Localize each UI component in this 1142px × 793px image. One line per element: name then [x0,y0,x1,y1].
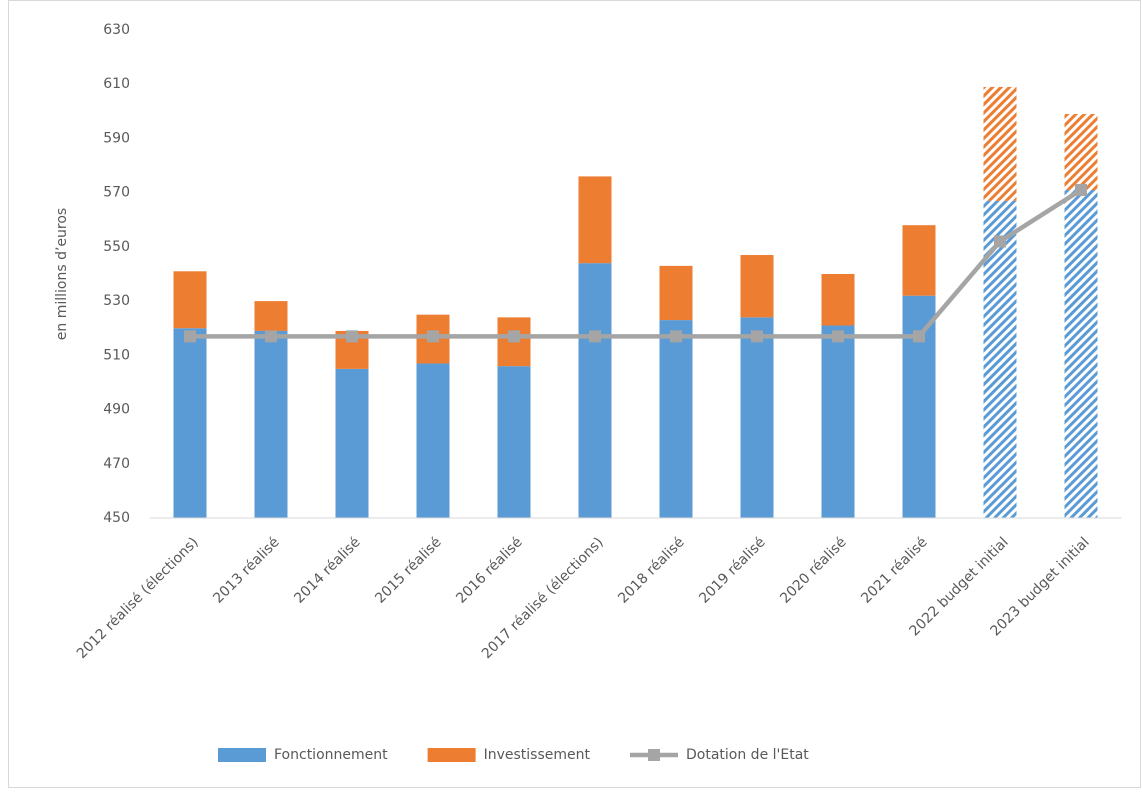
bar [659,320,693,518]
y-tick-label: 610 [103,76,130,92]
line-marker [589,330,601,343]
legend-label: Dotation de l'Etat [686,747,809,763]
bar [902,295,936,518]
line-marker [427,330,439,343]
x-tick-label: 2019 réalisé [696,534,768,606]
line-marker [346,330,358,343]
bar [1064,114,1098,190]
y-tick-label: 470 [103,456,130,472]
line-marker [670,330,682,343]
legend-label: Fonctionnement [274,747,388,763]
x-tick-label: 2013 réalisé [210,534,282,606]
bar [983,200,1017,519]
line-marker [508,330,520,343]
x-tick-label: 2012 réalisé (élections) [74,534,202,662]
legend-label: Investissement [484,747,591,763]
bar [740,317,774,518]
x-tick-label: 2016 réalisé [453,534,525,606]
y-tick-label: 590 [103,130,130,146]
x-tick-label: 2021 réalisé [858,534,930,606]
bar [497,366,531,518]
legend-swatch [218,748,266,762]
y-axis-label: en millions d’euros [54,208,70,340]
line [190,188,1083,339]
bar [983,86,1017,201]
line-marker [994,235,1006,248]
y-tick-label: 530 [103,293,130,309]
bar [335,368,369,518]
line-marker [832,330,844,343]
line-marker [913,330,925,343]
bar [578,263,612,518]
bar [740,255,774,318]
bar [578,176,612,264]
x-tick-label: 2014 réalisé [291,534,363,606]
bar [902,225,936,296]
bar [659,265,693,321]
bar [1064,189,1098,518]
y-tick-label: 450 [103,510,130,526]
x-tick-label: 2015 réalisé [372,534,444,606]
bar [821,325,855,518]
legend-swatch [427,748,476,762]
bar [173,271,207,329]
y-tick-label: 490 [103,402,130,418]
bar [821,274,855,326]
line-marker [1075,183,1087,196]
line-marker [265,330,277,343]
x-tick-label: 2020 réalisé [777,534,849,606]
legend-marker [648,749,660,761]
y-tick-label: 570 [103,185,130,201]
chart-border [8,0,1141,788]
bar [254,330,288,518]
x-tick-label: 2018 réalisé [615,534,687,606]
bar [254,301,288,331]
bar [173,328,207,518]
line-marker [184,330,196,343]
line-marker [751,330,763,343]
y-tick-label: 510 [103,347,130,363]
y-tick-label: 550 [103,239,130,255]
y-tick-label: 630 [103,22,130,38]
bar [416,363,450,518]
